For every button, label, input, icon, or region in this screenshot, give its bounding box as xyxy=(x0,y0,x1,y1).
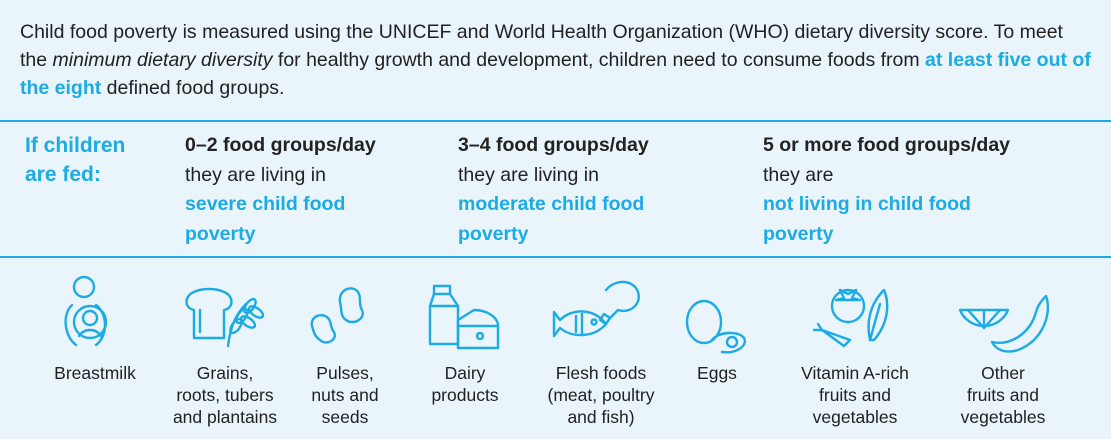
food-group-eggs: Eggs xyxy=(672,270,762,383)
column-heading: 5 or more food groups/day xyxy=(763,134,1011,156)
tomato-carrot-leaf-icon xyxy=(812,288,889,348)
column-status: moderate child food xyxy=(458,193,645,215)
label-line: Other xyxy=(981,363,1025,383)
food-group-label: Vitamin A-rich fruits and vegetables xyxy=(770,362,940,428)
meat-fish-icon xyxy=(552,280,640,338)
column-status: poverty xyxy=(763,222,834,245)
label-line: (meat, poultry xyxy=(547,385,655,405)
food-group-flesh: Flesh foods (meat, poultry and fish) xyxy=(546,270,656,427)
food-group-label: Breastmilk xyxy=(10,362,180,384)
label-line: fruits and xyxy=(967,385,1039,405)
food-group-pulses: Pulses, nuts and seeds xyxy=(300,270,390,427)
label-line: and plantains xyxy=(172,407,278,427)
column-subtext: they are living in xyxy=(185,163,326,186)
food-group-label: Pulses, nuts and seeds xyxy=(260,362,430,428)
divider-bottom xyxy=(0,256,1111,258)
column-subtext: they are living in xyxy=(458,163,599,186)
label-line: vegetables xyxy=(812,407,898,427)
label-line: roots, tubers xyxy=(176,385,274,405)
label-line: Flesh foods xyxy=(555,363,647,383)
food-groups: Breastmilk Grains, roots, tubers and pla… xyxy=(0,270,1111,435)
food-group-label: Grains, roots, tubers and plantains xyxy=(140,362,310,428)
label-line: seeds xyxy=(321,407,369,427)
label-line: Grains, xyxy=(196,363,254,383)
food-group-dairy: Dairy products xyxy=(420,270,510,405)
food-group-vitamin-a: Vitamin A-rich fruits and vegetables xyxy=(800,270,910,427)
food-group-label: Dairy products xyxy=(380,362,550,406)
poverty-column-moderate: 3–4 food groups/day they are living in m… xyxy=(458,131,718,249)
bread-wheat-icon xyxy=(185,287,265,348)
intro-text: for healthy growth and development, chil… xyxy=(272,49,926,71)
food-group-label: Eggs xyxy=(632,362,802,384)
beans-icon xyxy=(310,287,364,344)
intro-text: defined food groups. xyxy=(101,77,285,99)
divider-top xyxy=(0,120,1111,122)
column-status: severe child food xyxy=(185,193,346,215)
fed-label: If children are fed: xyxy=(25,131,175,189)
food-group-grains: Grains, roots, tubers and plantains xyxy=(170,270,280,427)
label-line: and fish) xyxy=(567,407,635,427)
label-line: Eggs xyxy=(697,363,737,383)
orange-banana-icon xyxy=(958,294,1050,353)
column-status: poverty xyxy=(185,222,256,245)
fed-label-line: If children xyxy=(25,134,126,157)
fed-label-line: are fed: xyxy=(25,163,101,186)
egg-icon xyxy=(685,299,746,354)
column-subtext: they are xyxy=(763,163,834,186)
intro-emphasis: minimum dietary diversity xyxy=(52,49,273,71)
breastfeeding-icon xyxy=(64,275,108,347)
intro-highlight: at least five out of the eight xyxy=(20,49,1091,99)
column-heading: 3–4 food groups/day xyxy=(458,134,649,156)
column-status: poverty xyxy=(458,222,529,245)
poverty-column-none: 5 or more food groups/day they are not l… xyxy=(763,131,1023,249)
milk-carton-cheese-icon xyxy=(428,284,500,350)
food-group-label: Other fruits and vegetables xyxy=(918,362,1088,428)
intro-text: Child food poverty is measured using the… xyxy=(20,21,1063,71)
poverty-column-severe: 0–2 food groups/day they are living in s… xyxy=(185,131,445,249)
label-line: Dairy xyxy=(444,363,486,383)
label-line: vegetables xyxy=(960,407,1046,427)
food-group-other: Other fruits and vegetables xyxy=(948,270,1058,427)
food-group-label: Flesh foods (meat, poultry and fish) xyxy=(516,362,686,428)
label-line: fruits and xyxy=(819,385,891,405)
label-line: Vitamin A-rich xyxy=(801,363,909,383)
label-line: Breastmilk xyxy=(54,363,136,383)
intro-paragraph: Child food poverty is measured using the… xyxy=(20,18,1095,102)
label-line: nuts and xyxy=(311,385,379,405)
column-status: not living in child food xyxy=(763,193,971,215)
food-group-breastmilk: Breastmilk xyxy=(50,270,140,383)
label-line: Pulses, xyxy=(316,363,374,383)
column-heading: 0–2 food groups/day xyxy=(185,134,376,156)
label-line: products xyxy=(431,385,499,405)
